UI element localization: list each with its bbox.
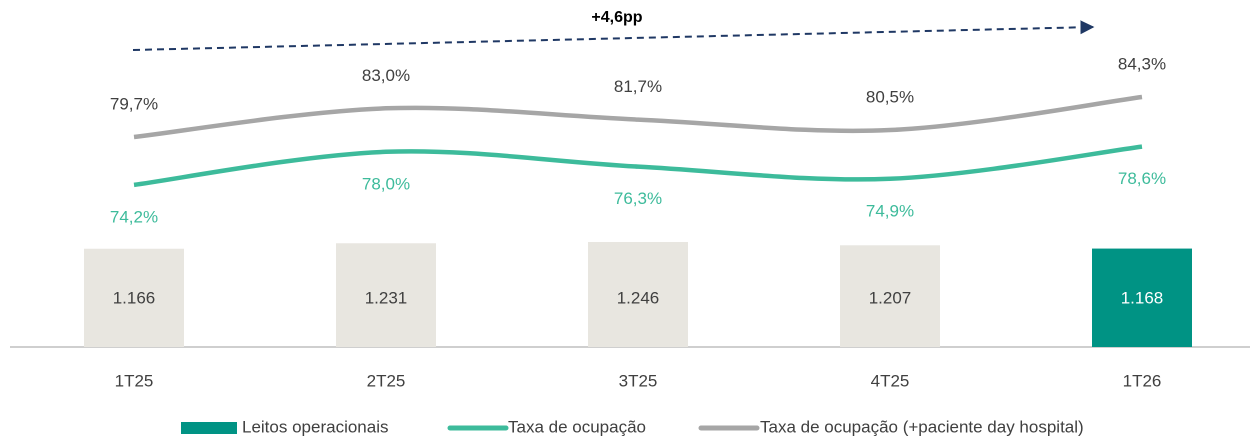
bar-label: 1.166 xyxy=(113,288,156,307)
line-label: 83,0% xyxy=(362,66,410,85)
bar-label: 1.246 xyxy=(617,288,660,307)
bar-label: 1.231 xyxy=(365,288,408,307)
line-label: 79,7% xyxy=(110,95,158,114)
annotation: +4,6pp xyxy=(591,9,642,26)
bar xyxy=(336,243,436,347)
line-label: 78,6% xyxy=(1118,169,1166,188)
bar-label: 1.168 xyxy=(1121,288,1164,307)
legend-label: Taxa de ocupação (+paciente day hospital… xyxy=(760,417,1084,436)
line-label: 74,2% xyxy=(110,207,158,226)
legend-label: Taxa de ocupação xyxy=(508,417,646,436)
bar xyxy=(1092,248,1192,347)
line-label: 74,9% xyxy=(866,201,914,220)
x-tick-label: 2T25 xyxy=(367,371,406,390)
line xyxy=(133,144,1143,188)
legend-swatch xyxy=(181,422,237,434)
line-label: 81,7% xyxy=(614,77,662,96)
line-label: 80,5% xyxy=(866,88,914,107)
x-tick-label: 1T25 xyxy=(115,371,154,390)
legend-label: Leitos operacionais xyxy=(242,417,388,436)
trend-arrow xyxy=(132,20,1095,51)
x-tick-label: 1T26 xyxy=(1123,371,1162,390)
bar xyxy=(840,245,940,347)
x-tick-label: 4T25 xyxy=(871,371,910,390)
bar xyxy=(588,242,688,347)
line-label: 78,0% xyxy=(362,174,410,193)
bar-label: 1.207 xyxy=(869,288,912,307)
line-label: 76,3% xyxy=(614,189,662,208)
bar xyxy=(84,248,184,347)
line-label: 84,3% xyxy=(1118,54,1166,73)
x-tick-label: 3T25 xyxy=(619,371,658,390)
line xyxy=(133,94,1143,140)
